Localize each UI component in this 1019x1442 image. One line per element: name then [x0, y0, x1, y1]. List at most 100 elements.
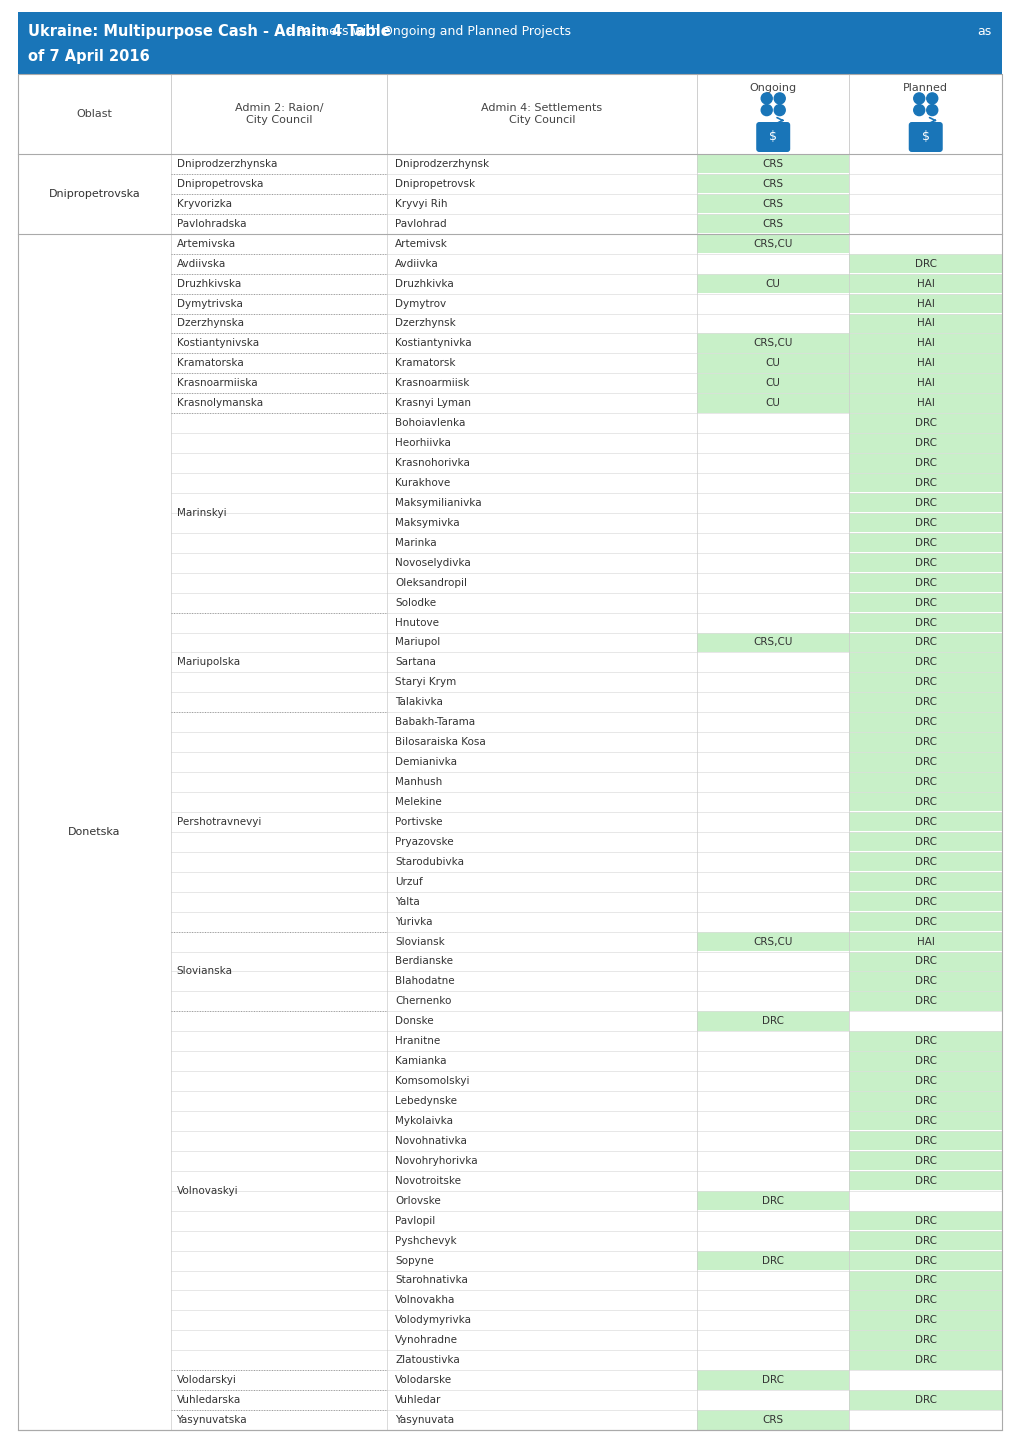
Bar [696, 712, 849, 733]
Bar [849, 473, 1001, 492]
Text: HAI: HAI [916, 359, 933, 368]
Text: Kryvyi Rih: Kryvyi Rih [394, 199, 447, 209]
Bar [849, 333, 1001, 353]
Text: Sopyne: Sopyne [394, 1256, 433, 1266]
Bar [849, 1031, 1001, 1051]
Bar [849, 1311, 1001, 1331]
Text: Dzerzhynska: Dzerzhynska [176, 319, 244, 329]
Text: DRC: DRC [914, 658, 935, 668]
Bar [696, 414, 849, 433]
Bar [170, 672, 386, 692]
Bar [18, 992, 170, 1011]
Circle shape [773, 105, 785, 115]
Bar [696, 1110, 849, 1131]
Bar [170, 274, 386, 294]
Bar [849, 1270, 1001, 1291]
Bar [696, 812, 849, 832]
Text: DRC: DRC [761, 1376, 784, 1386]
Text: Kurakhove: Kurakhove [394, 477, 449, 487]
Text: DRC: DRC [914, 1355, 935, 1366]
Text: Mariupolska: Mariupolska [176, 658, 239, 668]
Bar [18, 852, 170, 872]
Bar [170, 1071, 386, 1092]
Bar [18, 952, 170, 972]
Text: CRS: CRS [762, 219, 783, 229]
Bar [849, 1071, 1001, 1090]
Bar [849, 1211, 1001, 1230]
Bar [849, 213, 1001, 234]
Text: Berdianske: Berdianske [394, 956, 452, 966]
Bar [170, 911, 386, 932]
Bar [849, 633, 1001, 652]
Bar [696, 992, 849, 1011]
Text: Avdiivska: Avdiivska [176, 258, 225, 268]
Text: DRC: DRC [914, 418, 935, 428]
Bar [386, 1270, 696, 1291]
Text: DRC: DRC [914, 897, 935, 907]
Text: DRC: DRC [914, 1096, 935, 1106]
Bar [386, 274, 696, 294]
Bar [386, 932, 696, 952]
Text: DRC: DRC [914, 1256, 935, 1266]
Text: DRC: DRC [914, 1315, 935, 1325]
Text: DRC: DRC [914, 1116, 935, 1126]
Bar [849, 1370, 1001, 1390]
Bar [386, 753, 696, 771]
Bar [696, 1011, 849, 1031]
Bar [170, 394, 386, 414]
Bar [18, 234, 170, 254]
Bar [18, 1051, 170, 1071]
Bar [696, 394, 849, 412]
Text: Volodarskyi: Volodarskyi [176, 1376, 236, 1386]
Bar [849, 1131, 1001, 1151]
Bar [849, 1031, 1001, 1051]
Bar [849, 1291, 1001, 1311]
Bar [849, 294, 1001, 313]
Bar [18, 154, 170, 234]
Bar [696, 1370, 849, 1390]
Bar [386, 174, 696, 193]
Bar [696, 852, 849, 872]
Text: DRC: DRC [914, 497, 935, 508]
Bar [849, 911, 1001, 932]
Text: $: $ [768, 130, 776, 143]
Circle shape [913, 92, 924, 104]
Text: Dnipropetrovska: Dnipropetrovska [48, 189, 140, 199]
Bar [849, 473, 1001, 493]
Bar [170, 1270, 386, 1291]
Text: DRC: DRC [914, 757, 935, 767]
Bar [849, 852, 1001, 872]
Bar [849, 1311, 1001, 1330]
Bar [18, 473, 170, 493]
Bar [170, 972, 386, 992]
Text: Krasnyi Lyman: Krasnyi Lyman [394, 398, 471, 408]
Bar [849, 1151, 1001, 1171]
Text: DRC: DRC [914, 1276, 935, 1285]
Bar [170, 1011, 386, 1031]
Text: CRS,CU: CRS,CU [753, 239, 792, 248]
Bar [849, 373, 1001, 394]
Text: CRS: CRS [762, 199, 783, 209]
Bar [170, 1211, 386, 1230]
Bar [849, 414, 1001, 433]
Bar [18, 1031, 170, 1051]
Bar [849, 733, 1001, 753]
Bar [849, 453, 1001, 473]
Bar [18, 394, 170, 414]
Text: DRC: DRC [914, 637, 935, 647]
Bar [386, 1331, 696, 1350]
Text: Kostiantynivska: Kostiantynivska [176, 339, 259, 349]
Text: HAI: HAI [916, 298, 933, 309]
Bar [18, 1171, 170, 1191]
Bar [696, 872, 849, 891]
Text: DRC: DRC [914, 917, 935, 927]
Bar [18, 692, 170, 712]
Text: Chernenko: Chernenko [394, 996, 451, 1007]
Bar [170, 414, 386, 433]
Bar [170, 1131, 386, 1151]
Bar [849, 394, 1001, 412]
Bar [170, 1390, 386, 1410]
Text: Pavlohradska: Pavlohradska [176, 219, 246, 229]
Text: Planned: Planned [903, 84, 948, 94]
Bar [696, 313, 849, 333]
